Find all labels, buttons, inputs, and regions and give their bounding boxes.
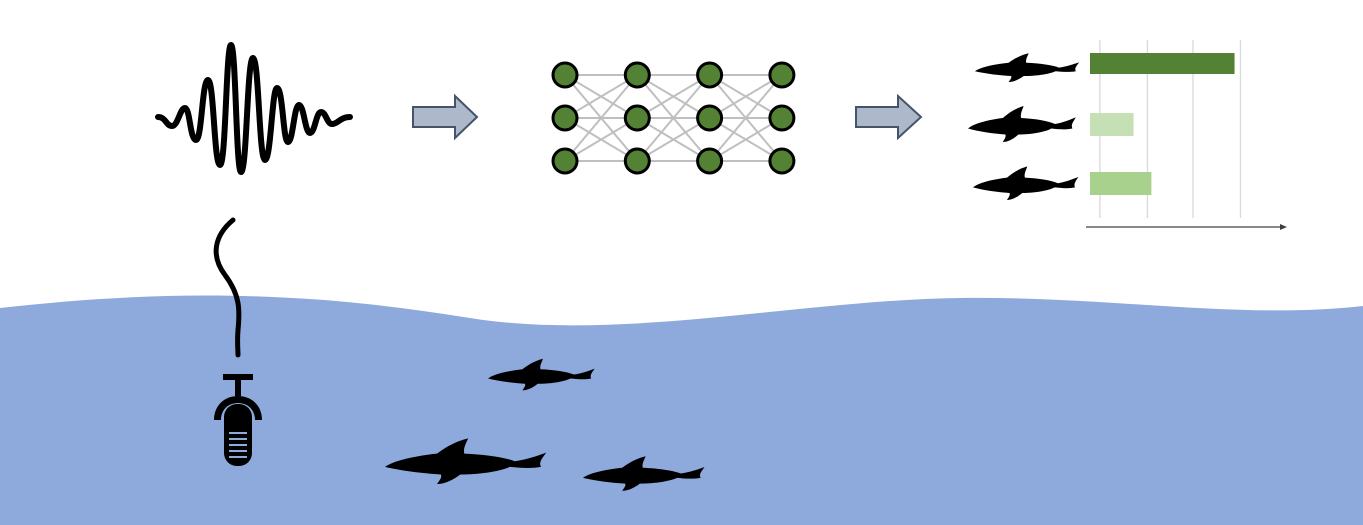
network-node <box>696 147 724 175</box>
chart-bar-1 <box>1090 53 1235 74</box>
chart-bar-3 <box>1090 172 1152 195</box>
network-edge <box>709 74 783 119</box>
dolphin-silhouette-icon <box>968 106 1076 142</box>
hydrophone-cable <box>213 217 242 358</box>
network-node <box>768 104 796 132</box>
network-node <box>696 61 724 89</box>
network-edge <box>636 117 711 162</box>
dolphin-silhouette-icon <box>973 166 1079 200</box>
network-node <box>551 104 579 132</box>
network-node <box>623 147 651 175</box>
arrow-to-network <box>412 93 479 141</box>
network-nodes <box>551 61 796 175</box>
network-node <box>768 61 796 89</box>
neural-network-icon <box>551 61 796 175</box>
network-edge <box>709 117 783 162</box>
sea-surface <box>0 295 1363 525</box>
network-node <box>768 147 796 175</box>
x-axis-arrowhead <box>1280 224 1287 230</box>
network-edges <box>564 74 783 162</box>
arrow-to-output <box>855 93 923 141</box>
network-edge <box>564 117 638 162</box>
network-node <box>696 104 724 132</box>
dolphin-silhouette-icon <box>975 53 1080 82</box>
network-node <box>623 104 651 132</box>
sound-waveform-icon <box>155 42 353 175</box>
network-edge <box>708 74 783 162</box>
network-edge <box>564 74 639 162</box>
classification-bar-chart <box>1086 40 1287 230</box>
chart-bars <box>1090 53 1235 195</box>
network-edge <box>636 74 711 162</box>
network-node <box>551 147 579 175</box>
network-node <box>551 61 579 89</box>
network-node <box>623 61 651 89</box>
chart-bar-2 <box>1090 113 1134 136</box>
network-edge <box>564 74 638 119</box>
hydrophone-icon <box>214 374 262 466</box>
network-edge <box>636 74 711 119</box>
